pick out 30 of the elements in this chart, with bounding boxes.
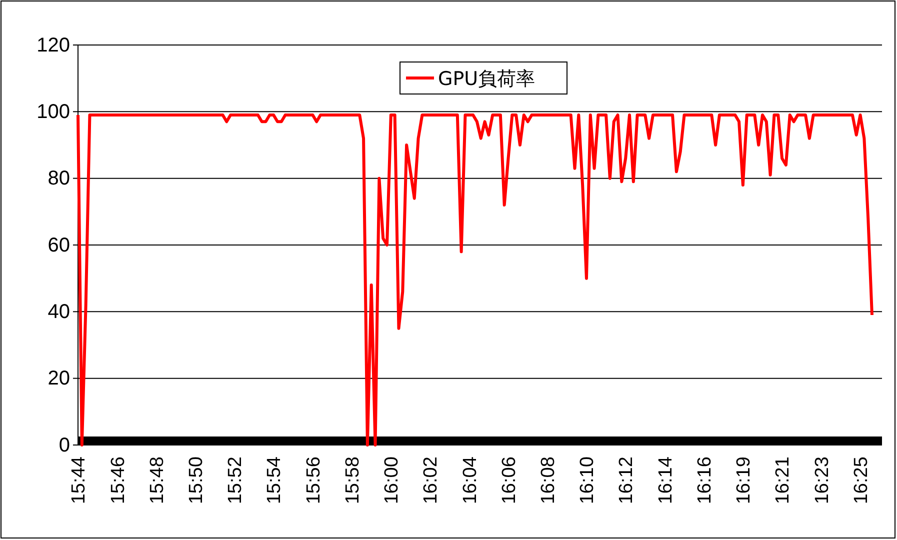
x-tick-label: 15:50 bbox=[186, 456, 207, 504]
x-tick-label: 16:23 bbox=[812, 456, 833, 504]
x-tick-label: 16:16 bbox=[694, 456, 716, 504]
x-tick-label: 16:10 bbox=[577, 456, 598, 504]
y-tick-label: 120 bbox=[36, 34, 70, 56]
y-tick-label: 80 bbox=[48, 168, 70, 190]
x-tick-label: 16:06 bbox=[498, 456, 520, 504]
x-tick-label: 15:54 bbox=[264, 456, 286, 504]
x-tick-label: 15:46 bbox=[108, 456, 129, 504]
y-tick-label: 40 bbox=[48, 301, 70, 324]
y-tick-label: 100 bbox=[36, 101, 70, 124]
x-tick-label: 16:19 bbox=[734, 456, 755, 504]
x-tick-label: 16:14 bbox=[655, 456, 676, 504]
y-tick-label: 20 bbox=[48, 368, 70, 390]
x-tick-label: 15:58 bbox=[342, 456, 364, 504]
x-tick-label: 15:52 bbox=[225, 456, 246, 504]
x-tick-label: 16:04 bbox=[460, 456, 481, 504]
x-tick-label: 16:00 bbox=[382, 456, 403, 504]
x-tick-label: 15:48 bbox=[146, 456, 168, 504]
x-tick-label: 16:21 bbox=[772, 456, 794, 504]
x-tick-label: 16:12 bbox=[616, 456, 638, 504]
x-tick-label: 15:44 bbox=[68, 456, 90, 504]
y-tick-label: 60 bbox=[48, 234, 70, 256]
y-tick-label: 0 bbox=[58, 434, 70, 456]
x-tick-label: 15:56 bbox=[303, 456, 324, 504]
x-tick-label: 16:02 bbox=[420, 456, 442, 504]
line-series bbox=[76, 114, 874, 446]
legend-label: GPU負荷率 bbox=[438, 68, 536, 90]
x-tick-label: 16:25 bbox=[850, 456, 872, 504]
x-tick-label: 16:08 bbox=[538, 456, 560, 504]
